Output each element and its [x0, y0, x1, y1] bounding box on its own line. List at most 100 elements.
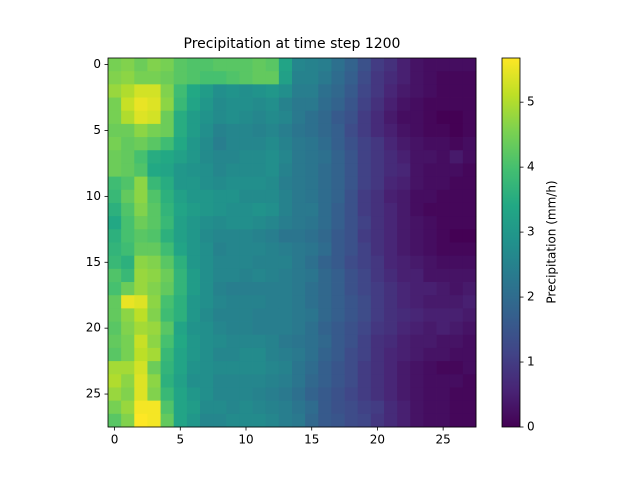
heatmap-cell [278, 71, 293, 85]
heatmap-cell [121, 268, 135, 283]
heatmap-cell [121, 123, 135, 138]
heatmap-cell [292, 229, 306, 243]
heatmap-cell [160, 347, 175, 362]
heatmap-cell [186, 216, 201, 230]
heatmap-cell [134, 163, 148, 178]
heatmap-cell [318, 242, 332, 257]
heatmap-cell [134, 84, 148, 98]
heatmap-cell [160, 268, 175, 283]
heatmap-cell [462, 347, 477, 362]
heatmap-cell [239, 216, 253, 230]
heatmap-cell [370, 268, 385, 283]
heatmap-cell [305, 150, 319, 164]
heatmap-cell [370, 110, 385, 125]
colorbar-tick-label: 2 [527, 290, 535, 304]
heatmap-cell [410, 334, 424, 349]
heatmap-cell [410, 295, 424, 309]
heatmap-cell [239, 110, 253, 125]
heatmap-cell [397, 400, 411, 415]
heatmap-cell [462, 308, 477, 322]
heatmap-cell [147, 308, 161, 322]
heatmap-cell [344, 282, 359, 296]
heatmap-cell [305, 58, 319, 72]
heatmap-cell [292, 374, 306, 388]
heatmap-cell [252, 282, 267, 296]
heatmap-cell [370, 374, 385, 388]
heatmap-cell [252, 71, 267, 85]
heatmap-cell [318, 202, 332, 217]
heatmap-cell [252, 361, 267, 375]
heatmap-cell [134, 189, 148, 204]
heatmap-cell [252, 295, 267, 309]
heatmap-cell [278, 295, 293, 309]
heatmap-cell [108, 229, 122, 243]
heatmap-cell [278, 58, 293, 72]
heatmap-cell [331, 202, 345, 217]
heatmap-cell [160, 123, 175, 138]
heatmap-cell [278, 321, 293, 336]
heatmap-cell [305, 413, 319, 428]
heatmap-cell [344, 308, 359, 322]
heatmap-cell [305, 123, 319, 138]
heatmap-cell [436, 163, 451, 178]
heatmap-cell [147, 387, 161, 402]
heatmap-cell [186, 413, 201, 428]
heatmap-cell [160, 308, 175, 322]
heatmap-cell [410, 255, 424, 270]
heatmap-cell [436, 347, 451, 362]
heatmap-cell [186, 110, 201, 125]
heatmap-cell [423, 347, 437, 362]
heatmap-cell [344, 123, 359, 138]
heatmap-cell [108, 202, 122, 217]
heatmap-cell [121, 282, 135, 296]
heatmap-cell [121, 137, 135, 151]
heatmap-cell [134, 255, 148, 270]
heatmap-cell [410, 229, 424, 243]
heatmap-cell [305, 163, 319, 178]
heatmap-cell [344, 374, 359, 388]
heatmap-cell [344, 268, 359, 283]
heatmap-cell [121, 400, 135, 415]
heatmap-cell [173, 163, 188, 178]
heatmap-cell [305, 321, 319, 336]
heatmap-cell [239, 71, 253, 85]
heatmap-cell [344, 71, 359, 85]
heatmap-cell [423, 137, 437, 151]
heatmap-cell [423, 216, 437, 230]
heatmap-cell [265, 97, 280, 112]
heatmap-cell [239, 295, 253, 309]
heatmap-cell [239, 308, 253, 322]
heatmap-cell [462, 413, 477, 428]
heatmap-cell [147, 413, 161, 428]
heatmap-cell [357, 216, 372, 230]
heatmap-cell [305, 255, 319, 270]
heatmap-cell [357, 84, 372, 98]
heatmap-cell [160, 150, 175, 164]
heatmap-cell [384, 387, 398, 402]
heatmap-cell [449, 361, 464, 375]
heatmap-cell [357, 361, 372, 375]
heatmap-cell [226, 334, 240, 349]
heatmap-cell [436, 229, 451, 243]
heatmap-cell [305, 374, 319, 388]
heatmap-cell [213, 176, 227, 191]
heatmap-cell [200, 347, 214, 362]
heatmap-cell [305, 216, 319, 230]
heatmap-cell [423, 268, 437, 283]
heatmap-cell [186, 84, 201, 98]
heatmap-cell [318, 229, 332, 243]
heatmap-cell [252, 387, 267, 402]
heatmap-cell [252, 321, 267, 336]
heatmap-cell [449, 189, 464, 204]
heatmap-cell [226, 150, 240, 164]
heatmap-cell [213, 308, 227, 322]
heatmap-cell [173, 361, 188, 375]
heatmap-cell [200, 97, 214, 112]
heatmap-cell [436, 255, 451, 270]
heatmap-cell [226, 255, 240, 270]
heatmap-cell [173, 176, 188, 191]
heatmap-cell [292, 176, 306, 191]
heatmap-cell [278, 176, 293, 191]
heatmap-cell [449, 334, 464, 349]
x-tick-label: 10 [238, 433, 253, 447]
